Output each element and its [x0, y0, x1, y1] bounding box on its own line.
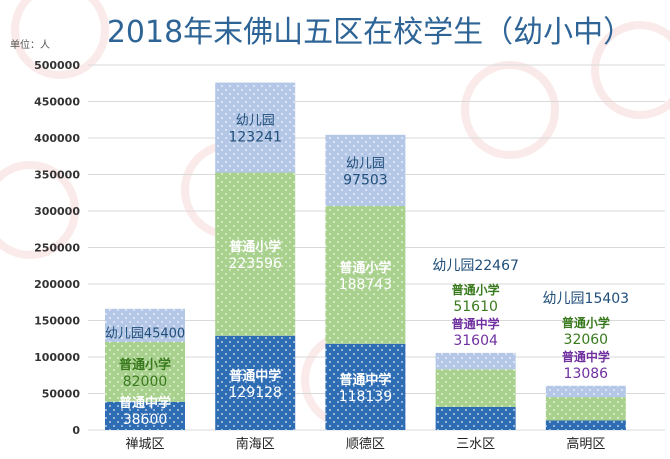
bar-segment-texture: [105, 341, 185, 402]
y-tick-label: 250000: [34, 242, 80, 255]
data-label-value: 32060: [564, 332, 609, 348]
data-label-name: 普通中学: [339, 372, 391, 388]
data-label-name: 幼儿园: [236, 114, 275, 129]
data-label-name: 普通小学: [229, 239, 281, 255]
bar-segment-texture: [435, 352, 516, 370]
data-label-value: 223596: [228, 256, 282, 272]
data-label-value: 31604: [453, 333, 498, 349]
x-tick-label: 三水区: [456, 437, 495, 452]
data-label: 幼儿园15403: [543, 291, 630, 307]
bar-segment-texture: [545, 385, 626, 398]
bar-segment-texture: [325, 134, 406, 206]
data-label: 幼儿园22467: [432, 258, 519, 274]
y-tick-label: 0: [72, 424, 80, 437]
data-label-value: 13086: [564, 366, 609, 382]
y-tick-label: 500000: [34, 59, 80, 72]
bar-segment-texture: [105, 308, 185, 342]
data-label-value: 82000: [123, 374, 168, 390]
y-tick-label: 350000: [34, 169, 80, 182]
y-tick-label: 50000: [42, 388, 81, 401]
data-label-name: 普通小学: [119, 357, 171, 373]
bar-segment-texture: [215, 172, 296, 336]
bar-segment-texture: [435, 406, 516, 430]
data-label-value: 51610: [453, 299, 498, 315]
data-label-value: 97503: [343, 172, 388, 188]
data-label-name: 普通小学: [452, 282, 500, 297]
data-label-name: 幼儿园: [346, 156, 385, 171]
bar-segment-texture: [545, 397, 626, 421]
x-tick-label: 南海区: [236, 436, 275, 452]
bar-segment-texture: [105, 401, 185, 430]
data-label-name: 普通中学: [452, 316, 500, 331]
data-label-name: 普通小学: [562, 315, 610, 330]
y-tick-label: 150000: [34, 315, 80, 328]
y-tick-label: 200000: [34, 278, 80, 291]
x-tick-label: 禅城区: [125, 437, 164, 452]
y-tick-label: 450000: [34, 96, 80, 109]
data-label-name: 普通小学: [339, 260, 391, 276]
data-label-name: 普通中学: [119, 395, 171, 411]
unit-label: 单位：人: [10, 38, 50, 51]
chart-title: 2018年末佛山五区在校学生（幼小中）: [107, 15, 633, 50]
bar-segment-texture: [215, 335, 296, 430]
bar-segment-texture: [325, 205, 406, 344]
data-label-value: 118139: [339, 389, 392, 405]
y-tick-label: 300000: [34, 205, 80, 218]
bar-segment-texture: [545, 420, 626, 430]
data-label-value: 188743: [339, 277, 392, 293]
y-tick-label: 400000: [34, 132, 80, 145]
x-tick-label: 高明区: [566, 436, 605, 452]
data-label: 幼儿园45400: [105, 326, 185, 341]
bar-segment-texture: [215, 82, 296, 173]
data-label-value: 123241: [228, 130, 281, 146]
data-label-value: 38600: [123, 412, 168, 428]
bar-segment-texture: [435, 369, 516, 407]
data-label-value: 129128: [228, 385, 281, 401]
y-tick-label: 100000: [34, 351, 80, 364]
data-label-name: 普通中学: [562, 349, 610, 364]
data-label-name: 普通中学: [229, 368, 281, 384]
x-tick-label: 顺德区: [346, 437, 385, 452]
bar-segment-texture: [325, 343, 406, 430]
